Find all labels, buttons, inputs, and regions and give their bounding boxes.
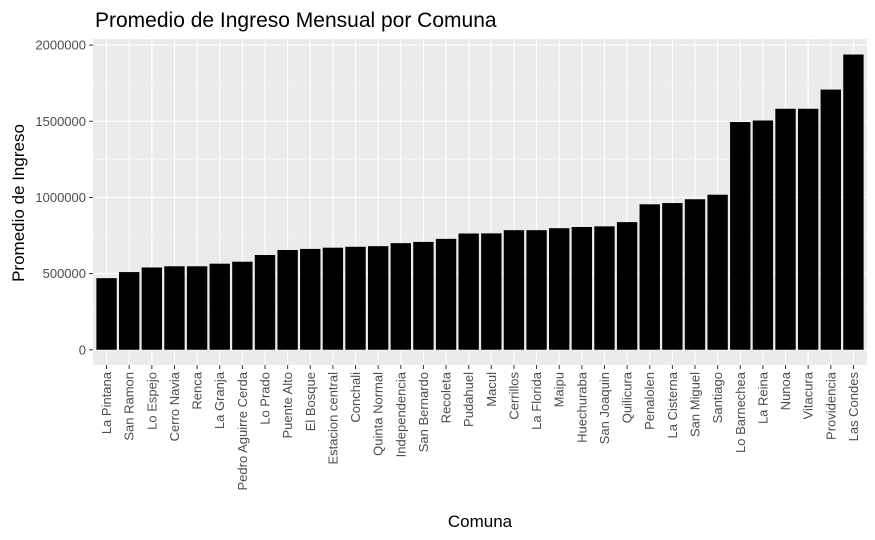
bar-penalolen xyxy=(639,204,660,350)
bar-recoleta xyxy=(435,238,457,350)
x-tick-label: Puente Alto xyxy=(280,372,295,439)
bar-pedro-aguirre-cerda xyxy=(232,261,253,350)
bar-lo-espejo xyxy=(141,267,163,350)
x-tick-label: Cerro Navia xyxy=(167,371,182,441)
bar-independencia xyxy=(390,243,411,350)
bar-nunoa xyxy=(775,108,796,350)
x-tick-label: Renca xyxy=(190,371,205,409)
x-tick-label: Santiago xyxy=(710,372,725,423)
x-tick-label: Recoleta xyxy=(439,371,454,423)
bar-quinta-normal xyxy=(367,246,389,350)
bar-lo-barnechea xyxy=(730,122,751,350)
bar-quilicura xyxy=(616,222,638,350)
y-tick-label: 1500000 xyxy=(35,114,86,129)
y-axis-title: Promedio de Ingreso xyxy=(9,124,28,282)
bar-el-bosque xyxy=(300,248,321,350)
x-tick-label: San Bernardo xyxy=(416,372,431,452)
y-tick-label: 0 xyxy=(79,342,86,357)
x-tick-label: La Florida xyxy=(529,371,544,430)
bar-la-granja xyxy=(209,263,230,350)
y-tick-label: 500000 xyxy=(43,266,86,281)
bar-las-condes xyxy=(843,54,864,350)
bar-huechuraba xyxy=(571,226,593,350)
bar-santiago xyxy=(707,194,728,350)
y-tick-label: 1000000 xyxy=(35,190,86,205)
x-tick-label: San Ramon xyxy=(122,372,137,441)
x-tick-label: La Reina xyxy=(755,371,770,424)
x-axis-title: Comuna xyxy=(448,512,513,531)
x-tick-label: Quilicura xyxy=(620,371,635,423)
bar-san-joaquin xyxy=(594,226,615,350)
bar-la-florida xyxy=(526,230,547,350)
x-axis: La Pintana San Ramon Lo Espejo Cerro Navia R… xyxy=(99,365,861,491)
bar-macul xyxy=(481,233,502,350)
bar-cerrillos xyxy=(503,230,525,350)
bar-conchali xyxy=(345,246,366,350)
x-tick-label: El Bosque xyxy=(303,372,318,431)
x-tick-label: Huechuraba xyxy=(574,371,589,443)
x-tick-label: San Miguel xyxy=(688,372,703,437)
x-tick-label: San Joaquin xyxy=(597,372,612,444)
chart-title: Promedio de Ingreso Mensual por Comuna xyxy=(95,9,497,32)
x-tick-label: Lo Espejo xyxy=(144,372,159,430)
bar-san-bernardo xyxy=(413,241,434,350)
x-tick-label: Estacion central xyxy=(325,372,340,465)
x-tick-label: Las Condes xyxy=(846,372,861,442)
bar-estacion-central xyxy=(322,247,344,350)
bar-lo-prado xyxy=(254,255,276,350)
y-tick-label: 2000000 xyxy=(35,38,86,53)
x-tick-label: La Granja xyxy=(212,371,227,429)
x-tick-label: Nunoa xyxy=(778,371,793,410)
bar-providencia xyxy=(820,89,841,350)
x-tick-label: Lo Prado xyxy=(258,372,273,425)
x-tick-label: Conchali xyxy=(348,372,363,423)
x-tick-label: Independencia xyxy=(393,371,408,457)
x-tick-label: Maipu xyxy=(552,372,567,407)
bar-san-miguel xyxy=(684,199,706,350)
bar-la-reina xyxy=(752,120,774,350)
x-tick-label: Pudahuel xyxy=(461,372,476,427)
x-tick-label: Vitacura xyxy=(801,371,816,419)
y-axis: 0 500000 1000000 1500000 2000000 xyxy=(35,38,93,357)
x-tick-label: Penalolen xyxy=(642,372,657,430)
x-tick-label: La Cisterna xyxy=(665,371,680,438)
x-tick-label: La Pintana xyxy=(99,371,114,434)
x-tick-label: Pedro Aguirre Cerda xyxy=(235,371,250,490)
bar-puente-alto xyxy=(277,249,298,350)
x-tick-label: Cerrillos xyxy=(506,372,521,420)
bar-renca xyxy=(186,266,208,350)
bar-pudahuel xyxy=(458,233,479,350)
plot-panel xyxy=(93,39,867,365)
x-tick-label: Quinta Normal xyxy=(371,372,386,456)
bar-vitacura xyxy=(797,108,819,350)
bar-san-ramon xyxy=(119,272,140,350)
bar-maipu xyxy=(549,228,570,350)
x-tick-label: Lo Barnechea xyxy=(733,371,748,453)
bar-la-pintana xyxy=(96,278,117,350)
x-tick-label: Macul xyxy=(484,372,499,407)
bars xyxy=(96,54,864,350)
bar-la-cisterna xyxy=(662,203,683,350)
bar-cerro-navia xyxy=(164,266,185,350)
x-tick-label: Providencia xyxy=(823,371,838,440)
